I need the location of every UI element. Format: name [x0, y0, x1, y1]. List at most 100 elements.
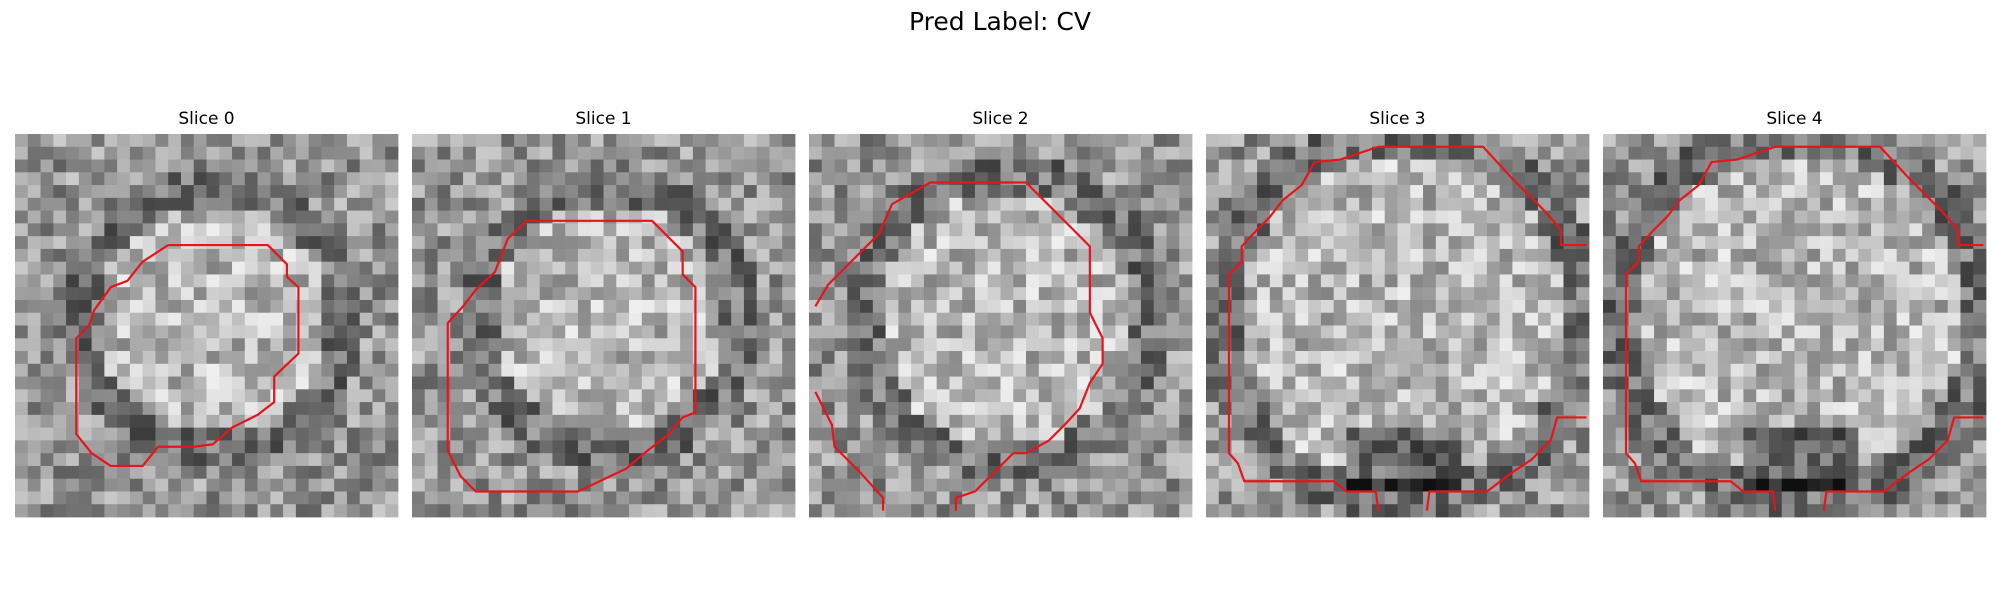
- pixel: [372, 287, 386, 301]
- pixel: [1743, 402, 1757, 416]
- pixel: [514, 478, 528, 492]
- pixel: [1641, 185, 1655, 199]
- pixel: [1909, 248, 1923, 263]
- pixel: [641, 248, 655, 263]
- pixel: [1512, 146, 1526, 160]
- pixel: [526, 402, 541, 416]
- pixel: [1756, 414, 1770, 429]
- pixel: [1563, 389, 1577, 403]
- pixel: [244, 159, 258, 173]
- pixel: [1231, 325, 1245, 339]
- pixel: [911, 453, 925, 467]
- pixel: [1320, 223, 1335, 237]
- pixel: [1384, 185, 1398, 199]
- pixel: [1448, 491, 1462, 505]
- pixel: [1231, 185, 1245, 199]
- pixel: [129, 287, 144, 301]
- pixel: [1244, 491, 1258, 505]
- pixel: [1705, 440, 1719, 454]
- pixel: [1153, 389, 1167, 403]
- pixel: [1153, 223, 1167, 237]
- pixel: [1115, 197, 1129, 211]
- pixel: [1550, 172, 1564, 186]
- pixel: [629, 236, 643, 250]
- pixel: [15, 299, 29, 314]
- pixel: [705, 351, 719, 365]
- pixel: [1973, 363, 1987, 377]
- pixel: [1922, 363, 1936, 377]
- pixel: [334, 223, 348, 237]
- pixel: [1563, 453, 1577, 467]
- pixel: [1576, 159, 1590, 173]
- pixel: [180, 453, 195, 467]
- pixel: [743, 274, 758, 288]
- pixel: [155, 325, 169, 339]
- pixel: [1153, 172, 1167, 186]
- pixel: [270, 338, 284, 352]
- pixel: [1705, 210, 1719, 224]
- pixel: [1077, 440, 1091, 454]
- pixel: [1320, 376, 1335, 390]
- pixel: [346, 351, 361, 365]
- pixel: [475, 465, 489, 480]
- pixel: [27, 414, 41, 429]
- pixel: [603, 197, 617, 211]
- pixel: [244, 351, 258, 365]
- pixel: [1000, 248, 1014, 263]
- pixel: [104, 210, 118, 224]
- pixel: [412, 376, 426, 390]
- pixel: [1883, 440, 1898, 454]
- pixel: [117, 389, 131, 403]
- pixel: [1743, 491, 1757, 505]
- pixel: [1871, 146, 1885, 160]
- pixel: [1871, 210, 1885, 224]
- pixel: [1218, 146, 1232, 160]
- pixel: [1641, 172, 1655, 186]
- pixel: [1051, 172, 1065, 186]
- pixel: [1615, 261, 1629, 275]
- pixel: [1973, 465, 1987, 480]
- pixel: [1705, 414, 1719, 429]
- pixel: [450, 261, 464, 275]
- pixel: [1206, 440, 1220, 454]
- pixel: [1333, 414, 1347, 429]
- pixel: [27, 427, 41, 441]
- pixel: [1013, 478, 1027, 492]
- pixel: [91, 185, 105, 199]
- pixel: [219, 478, 233, 492]
- pixel: [1537, 172, 1552, 186]
- panel-title: Slice 3: [1369, 109, 1425, 129]
- pixel: [488, 287, 502, 301]
- pixel: [15, 504, 29, 518]
- pixel: [1269, 453, 1283, 467]
- pixel: [142, 478, 156, 492]
- pixel: [1525, 338, 1539, 352]
- pixel: [898, 376, 912, 390]
- pixel: [1743, 440, 1757, 454]
- pixel: [232, 465, 246, 480]
- pixel: [1550, 491, 1564, 505]
- pixel: [692, 440, 707, 454]
- pixel: [346, 427, 361, 441]
- pixel: [1102, 440, 1116, 454]
- pixel: [1934, 325, 1949, 339]
- pixel: [66, 210, 80, 224]
- pixel: [412, 185, 426, 199]
- pixel: [1934, 248, 1949, 263]
- pixel: [1320, 338, 1335, 352]
- pixel: [616, 453, 630, 467]
- pixel: [705, 440, 719, 454]
- pixel: [616, 159, 630, 173]
- pixel: [923, 478, 938, 492]
- pixel: [412, 325, 426, 339]
- pixel: [809, 172, 823, 186]
- pixel: [437, 197, 451, 211]
- pixel: [1960, 287, 1974, 301]
- pixel: [488, 402, 502, 416]
- pixel: [603, 440, 617, 454]
- pixel: [1537, 274, 1552, 288]
- pixel: [1397, 478, 1411, 492]
- pixel: [53, 376, 67, 390]
- pixel: [1371, 414, 1386, 429]
- pixel: [1692, 261, 1706, 275]
